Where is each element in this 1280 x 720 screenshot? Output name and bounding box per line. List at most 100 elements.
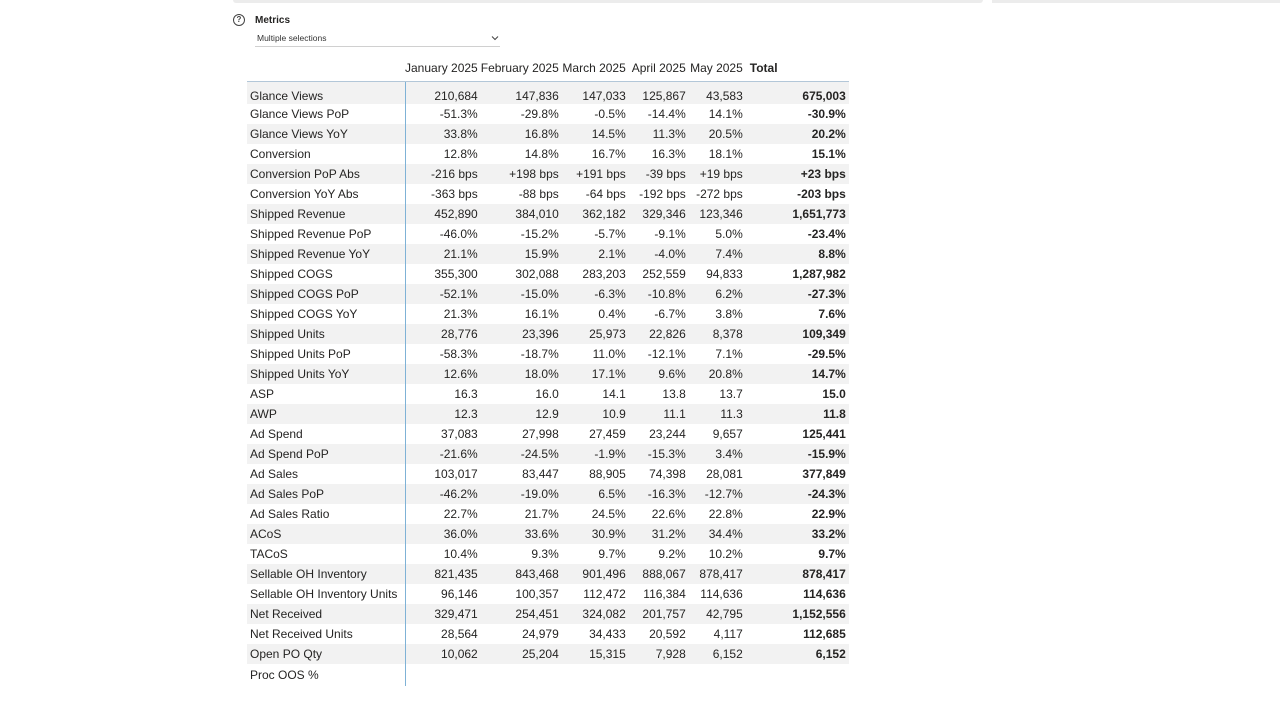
table-cell[interactable]: 6.2% [688,284,746,304]
table-cell[interactable]: 25,973 [561,324,629,344]
row-header[interactable]: AWP [247,404,406,424]
table-cell[interactable]: 147,033 [561,81,629,104]
total-cell[interactable]: -15.9% [745,444,849,464]
table-cell[interactable]: 116,384 [628,584,689,604]
table-cell[interactable]: 88,905 [561,464,629,484]
total-cell[interactable]: -27.3% [745,284,849,304]
total-cell[interactable]: 1,651,773 [745,204,849,224]
total-cell[interactable]: 15.0 [745,384,849,404]
table-cell[interactable]: 355,300 [405,264,481,284]
table-cell[interactable]: 23,396 [480,324,562,344]
total-cell[interactable]: -24.3% [745,484,849,504]
table-cell[interactable]: -88 bps [480,184,562,204]
table-cell[interactable]: 22.8% [688,504,746,524]
row-header[interactable]: Shipped COGS PoP [247,284,406,304]
table-cell[interactable] [480,664,562,686]
total-cell[interactable]: -30.9% [745,104,849,124]
table-cell[interactable]: 16.3 [405,384,481,404]
row-header[interactable]: Ad Sales Ratio [247,504,406,524]
table-cell[interactable]: 18.1% [688,144,746,164]
total-cell[interactable]: 20.2% [745,124,849,144]
total-cell[interactable]: 7.6% [745,304,849,324]
total-cell[interactable]: 114,636 [745,584,849,604]
total-cell[interactable]: 1,287,982 [745,264,849,284]
table-cell[interactable]: 21.3% [405,304,481,324]
table-cell[interactable]: 12.9 [480,404,562,424]
table-cell[interactable]: -6.7% [628,304,689,324]
table-cell[interactable]: 901,496 [561,564,629,584]
table-cell[interactable]: -4.0% [628,244,689,264]
table-cell[interactable]: -51.3% [405,104,481,124]
table-cell[interactable]: 12.8% [405,144,481,164]
table-cell[interactable]: -58.3% [405,344,481,364]
total-cell[interactable]: -23.4% [745,224,849,244]
row-header[interactable]: Conversion PoP Abs [247,164,406,184]
table-cell[interactable]: 28,564 [405,624,481,644]
table-cell[interactable]: +19 bps [688,164,746,184]
table-cell[interactable]: 6.5% [561,484,629,504]
table-cell[interactable]: 12.6% [405,364,481,384]
table-cell[interactable]: 13.8 [628,384,689,404]
total-cell[interactable]: 11.8 [745,404,849,424]
table-cell[interactable]: 27,459 [561,424,629,444]
table-cell[interactable]: 302,088 [480,264,562,284]
table-cell[interactable]: 9,657 [688,424,746,444]
table-cell[interactable]: -15.0% [480,284,562,304]
table-cell[interactable]: 384,010 [480,204,562,224]
table-cell[interactable]: -15.3% [628,444,689,464]
table-cell[interactable]: 9.6% [628,364,689,384]
total-cell[interactable]: 15.1% [745,144,849,164]
row-header[interactable]: Shipped COGS YoY [247,304,406,324]
total-cell[interactable]: -203 bps [745,184,849,204]
total-cell[interactable]: 1,152,556 [745,604,849,624]
table-cell[interactable]: -46.2% [405,484,481,504]
total-cell[interactable]: 125,441 [745,424,849,444]
table-cell[interactable]: 36.0% [405,524,481,544]
table-cell[interactable]: 3.4% [688,444,746,464]
table-cell[interactable]: 210,684 [405,81,481,104]
table-cell[interactable]: 7.1% [688,344,746,364]
table-cell[interactable]: 23,244 [628,424,689,444]
total-column-header[interactable]: Total [745,55,849,82]
table-cell[interactable]: 22,826 [628,324,689,344]
total-cell[interactable]: 675,003 [745,81,849,104]
row-header[interactable]: Glance Views PoP [247,104,406,124]
row-header[interactable]: Open PO Qty [247,644,406,664]
table-cell[interactable]: 329,346 [628,204,689,224]
table-cell[interactable]: 96,146 [405,584,481,604]
total-cell[interactable]: 109,349 [745,324,849,344]
table-cell[interactable]: 27,998 [480,424,562,444]
total-cell[interactable]: 14.7% [745,364,849,384]
table-cell[interactable]: 33.8% [405,124,481,144]
table-cell[interactable]: -29.8% [480,104,562,124]
table-cell[interactable]: 14.8% [480,144,562,164]
table-cell[interactable]: 324,082 [561,604,629,624]
row-header[interactable]: Ad Spend [247,424,406,444]
table-cell[interactable]: 18.0% [480,364,562,384]
row-header[interactable]: TACoS [247,544,406,564]
table-cell[interactable]: 83,447 [480,464,562,484]
table-cell[interactable]: 201,757 [628,604,689,624]
table-cell[interactable]: 14.1 [561,384,629,404]
table-cell[interactable]: 24.5% [561,504,629,524]
table-cell[interactable]: 9.3% [480,544,562,564]
table-cell[interactable]: 114,636 [688,584,746,604]
row-header[interactable]: Ad Sales [247,464,406,484]
table-cell[interactable]: -363 bps [405,184,481,204]
total-cell[interactable]: 6,152 [745,644,849,664]
total-cell[interactable]: 22.9% [745,504,849,524]
row-header[interactable]: Ad Sales PoP [247,484,406,504]
column-header[interactable]: March 2025 [561,55,629,82]
table-cell[interactable]: 11.1 [628,404,689,424]
table-cell[interactable]: 362,182 [561,204,629,224]
total-cell[interactable]: 377,849 [745,464,849,484]
total-cell[interactable]: 33.2% [745,524,849,544]
table-cell[interactable]: 8,378 [688,324,746,344]
row-header[interactable]: Shipped Revenue [247,204,406,224]
table-cell[interactable]: -21.6% [405,444,481,464]
table-cell[interactable]: 15.9% [480,244,562,264]
row-header[interactable]: Sellable OH Inventory [247,564,406,584]
table-cell[interactable]: 13.7 [688,384,746,404]
table-cell[interactable]: 30.9% [561,524,629,544]
table-cell[interactable]: -5.7% [561,224,629,244]
